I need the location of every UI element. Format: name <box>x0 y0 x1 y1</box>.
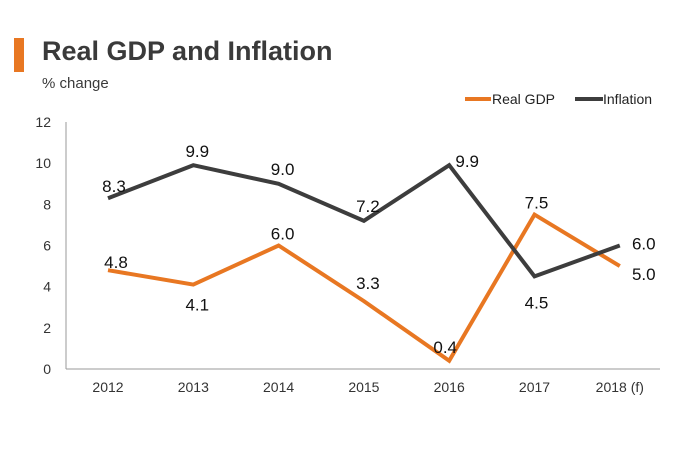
data-label: 7.5 <box>525 194 549 213</box>
data-label: 4.5 <box>525 293 549 312</box>
chart-title: Real GDP and Inflation <box>42 36 333 66</box>
data-label: 8.3 <box>102 177 126 196</box>
y-tick-label: 12 <box>35 114 51 130</box>
y-tick-label: 2 <box>43 320 51 336</box>
x-tick-label: 2016 <box>434 379 465 395</box>
y-tick-label: 10 <box>35 155 51 171</box>
real-gdp-line <box>107 211 621 364</box>
y-tick-label: 4 <box>43 279 51 295</box>
data-label: 3.3 <box>356 274 380 293</box>
x-tick-label: 2017 <box>519 379 550 395</box>
data-label: 6.0 <box>632 235 656 254</box>
title-accent-bar <box>14 38 24 72</box>
data-label: 9.9 <box>185 142 209 161</box>
x-tick-label: 2015 <box>348 379 379 395</box>
data-label: 6.0 <box>271 225 295 244</box>
chart-subtitle: % change <box>42 75 109 92</box>
data-label: 4.8 <box>104 253 128 272</box>
inflation-line <box>107 162 621 279</box>
x-tick-label: 2013 <box>178 379 209 395</box>
x-tick-label: 2012 <box>92 379 123 395</box>
data-label: 4.1 <box>185 296 209 315</box>
y-tick-label: 6 <box>43 238 51 254</box>
y-tick-label: 0 <box>43 361 51 377</box>
legend-label-real-gdp: Real GDP <box>492 91 555 107</box>
data-label: 0.4 <box>433 338 457 357</box>
data-label: 9.0 <box>271 160 295 179</box>
data-label: 7.2 <box>356 197 380 216</box>
y-tick-label: 8 <box>43 196 51 212</box>
x-tick-label: 2018 (f) <box>596 379 644 395</box>
data-label: 5.0 <box>632 265 656 284</box>
legend-label-inflation: Inflation <box>603 91 652 107</box>
data-label: 9.9 <box>455 152 479 171</box>
x-tick-label: 2014 <box>263 379 294 395</box>
